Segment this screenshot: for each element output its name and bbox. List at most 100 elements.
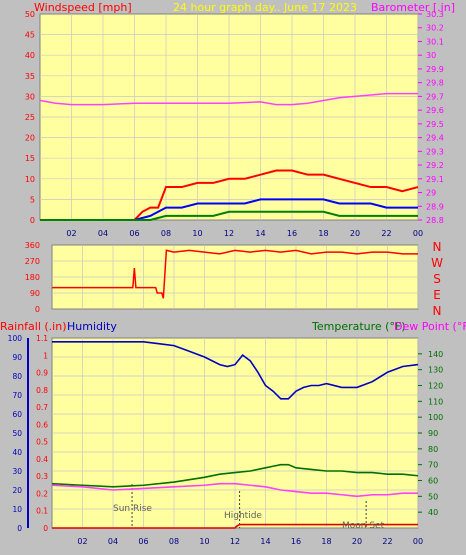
climate-x-tick-label: 12 — [230, 537, 240, 546]
humidity-tick-label: 0 — [17, 524, 22, 533]
barometer-tick-label: 29.2 — [426, 161, 444, 170]
graph-date-title: 24 hour graph day.. June 17 2023 — [173, 1, 357, 14]
wind-direction-line — [52, 249, 418, 299]
wind-x-tick-label: 02 — [66, 229, 76, 238]
wind-x-tick-label: 08 — [161, 229, 171, 238]
barometer-tick-label: 29.9 — [426, 65, 444, 74]
rainfall-title: Rainfall (.in) — [0, 320, 67, 333]
wind-gust-line — [40, 169, 419, 221]
climate-x-tick-label: 14 — [260, 537, 270, 546]
wind-low-line — [40, 210, 418, 221]
humidity-tick-label: 30 — [12, 467, 22, 476]
wind-x-tick-label: 18 — [318, 229, 328, 238]
climate-x-tick-label: 08 — [169, 537, 179, 546]
direction-tick-label: 180 — [25, 273, 40, 282]
rainfall-tick-label: 0.9 — [36, 369, 48, 378]
temperature-tick-label: 60 — [428, 477, 438, 486]
temperature-line — [51, 463, 419, 488]
wind-x-tick-label: 20 — [350, 229, 360, 238]
climate-x-tick-label: 10 — [199, 537, 209, 546]
humidity-tick-label: 50 — [12, 429, 22, 438]
humidity-tick-label: 90 — [12, 353, 22, 362]
rainfall-tick-label: 0.1 — [36, 507, 48, 516]
windspeed-title: Windspeed [mph] — [34, 1, 132, 14]
climate-x-tick-label: 22 — [382, 537, 392, 546]
temperature-tick-label: 70 — [428, 461, 438, 470]
wind-x-tick-label: 06 — [129, 229, 139, 238]
wind-tick-label: 20 — [25, 134, 35, 143]
humidity-tick-label: 60 — [12, 410, 22, 419]
rainfall-tick-label: 0.8 — [36, 386, 48, 395]
temperature-tick-label: 80 — [428, 445, 438, 454]
climate-x-tick-label: 00 — [413, 537, 423, 546]
rainfall-tick-label: 0.4 — [36, 455, 48, 464]
direction-tick-label: 90 — [30, 289, 40, 298]
climate-x-tick-label: 16 — [291, 537, 301, 546]
rainfall-tick-label: 0.7 — [36, 403, 48, 412]
wind-tick-label: 15 — [25, 154, 35, 163]
wind-tick-label: 45 — [25, 31, 35, 40]
barometer-tick-label: 29 — [426, 189, 436, 198]
moonset-annotation: Moon Set — [342, 521, 385, 531]
temperature-tick-label: 140 — [428, 350, 443, 359]
wind-average-line — [40, 198, 418, 221]
direction-label-w: W — [431, 256, 443, 270]
direction-tick-label: 0 — [35, 305, 40, 314]
barometer-tick-label: 29.8 — [426, 79, 444, 88]
direction-tick-label: 270 — [25, 257, 40, 266]
wind-x-tick-label: 00 — [413, 229, 423, 238]
rainfall-tick-label: 1.1 — [36, 334, 48, 343]
sunrise-annotation: Sun Rise — [113, 504, 152, 514]
barometer-tick-label: 29.4 — [426, 134, 444, 143]
barometer-tick-label: 29.5 — [426, 120, 444, 129]
wind-x-tick-label: 04 — [98, 229, 108, 238]
climate-x-tick-label: 18 — [321, 537, 331, 546]
barometer-tick-label: 29.1 — [426, 175, 444, 184]
humidity-tick-label: 100 — [8, 334, 23, 343]
wind-tick-label: 35 — [25, 72, 35, 81]
wind-x-tick-label: 14 — [255, 229, 265, 238]
temperature-tick-label: 100 — [428, 413, 443, 422]
wind-tick-label: 50 — [25, 10, 35, 19]
wind-tick-label: 0 — [30, 216, 35, 225]
climate-x-tick-label: 20 — [352, 537, 362, 546]
temperature-tick-label: 110 — [428, 397, 443, 406]
dewpoint-title: Dew Point (°F) — [394, 320, 466, 333]
humidity-tick-label: 20 — [12, 486, 22, 495]
humidity-tick-label: 70 — [12, 391, 22, 400]
temperature-title: Temperature (°F) — [311, 320, 406, 333]
barometer-title: Barometer [.in] — [371, 1, 455, 14]
rainfall-tick-label: 1 — [43, 351, 48, 360]
temperature-tick-label: 40 — [428, 508, 438, 517]
wind-tick-label: 10 — [25, 175, 35, 184]
dewpoint-line — [51, 482, 418, 498]
barometer-tick-label: 29.7 — [426, 92, 444, 101]
wind-tick-label: 25 — [25, 113, 35, 122]
temperature-tick-label: 130 — [428, 366, 443, 375]
climate-x-tick-label: 06 — [138, 537, 148, 546]
climate-x-tick-label: 04 — [108, 537, 118, 546]
humidity-tick-label: 80 — [12, 372, 22, 381]
humidity-tick-label: 40 — [12, 448, 22, 457]
barometer-tick-label: 30 — [426, 51, 436, 60]
barometer-tick-label: 29.6 — [426, 106, 444, 115]
wind-x-tick-label: 16 — [287, 229, 297, 238]
wind-tick-label: 30 — [25, 92, 35, 101]
humidity-line — [52, 340, 419, 400]
rainfall-line — [52, 523, 418, 529]
direction-label-e: E — [433, 288, 441, 302]
direction-label-n-bottom: N — [433, 304, 442, 318]
rainfall-tick-label: 0.6 — [36, 420, 48, 429]
humidity-title: Humidity — [67, 320, 117, 333]
wind-tick-label: 5 — [30, 195, 35, 204]
wind-tick-label: 40 — [25, 51, 35, 60]
barometer-tick-label: 29.3 — [426, 147, 444, 156]
barometer-tick-label: 28.9 — [426, 202, 444, 211]
rainfall-tick-label: 0.5 — [36, 438, 48, 447]
climate-x-tick-label: 02 — [77, 537, 87, 546]
temperature-tick-label: 50 — [428, 492, 438, 501]
wind-x-tick-label: 22 — [381, 229, 391, 238]
barometer-tick-label: 30.1 — [426, 37, 444, 46]
direction-label-n-top: N — [433, 240, 442, 254]
